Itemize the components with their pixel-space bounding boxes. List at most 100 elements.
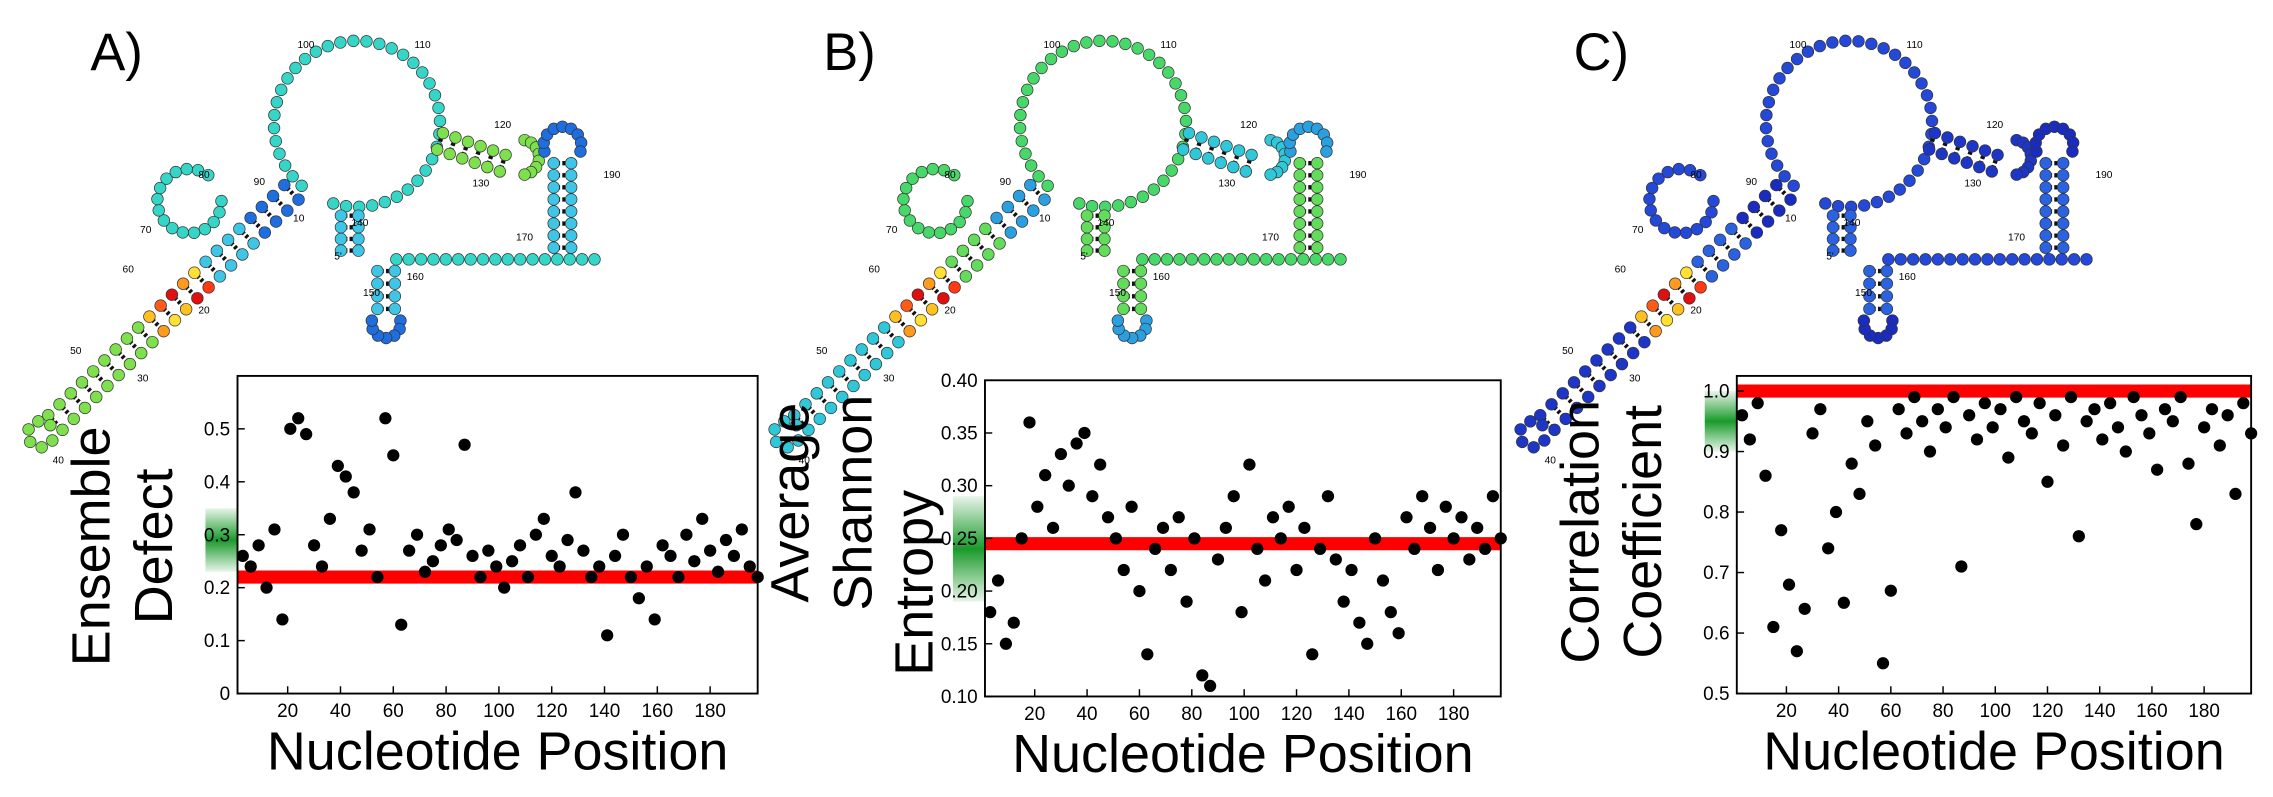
structure-label: 130 xyxy=(1218,179,1235,190)
nucleotide xyxy=(1080,232,1094,246)
nucleotide xyxy=(906,172,919,185)
nucleotide xyxy=(352,244,365,257)
data-point xyxy=(735,523,748,536)
nucleotide xyxy=(903,324,916,338)
nucleotide xyxy=(1556,387,1569,400)
data-point xyxy=(1400,511,1413,524)
nucleotide xyxy=(1787,179,1800,192)
data-point xyxy=(1790,645,1803,658)
y-tick-label: 0.3 xyxy=(204,525,230,546)
nucleotide xyxy=(378,195,392,209)
nucleotide xyxy=(390,253,403,266)
nucleotide xyxy=(123,357,137,371)
data-point xyxy=(426,555,440,568)
data-point xyxy=(1298,521,1311,534)
nucleotide xyxy=(1536,419,1549,432)
nucleotide xyxy=(87,365,100,378)
y-tick-label: 0.1 xyxy=(204,631,230,652)
nucleotide xyxy=(2039,241,2052,254)
data-point xyxy=(513,539,527,552)
nucleotide xyxy=(2080,253,2093,266)
nucleotide xyxy=(844,354,857,367)
nucleotide xyxy=(1124,195,1138,209)
nucleotide xyxy=(1162,66,1175,79)
nucleotide xyxy=(1920,89,1934,102)
nucleotide xyxy=(1174,89,1188,102)
data-point xyxy=(379,412,392,425)
nucleotide xyxy=(911,288,925,301)
data-point xyxy=(1478,542,1492,556)
nucleotide xyxy=(1136,190,1150,203)
nucleotide xyxy=(1773,204,1786,217)
data-point xyxy=(1376,574,1390,587)
nucleotide xyxy=(366,199,379,212)
data-point xyxy=(1133,584,1146,598)
nucleotide xyxy=(1956,253,1969,266)
nucleotide xyxy=(1844,232,1857,246)
data-point xyxy=(1384,606,1397,619)
nucleotide xyxy=(165,288,179,301)
data-point xyxy=(1947,390,1960,404)
nucleotide xyxy=(833,365,846,378)
data-point xyxy=(387,449,400,462)
data-point xyxy=(2198,421,2211,434)
structure-label: 120 xyxy=(494,120,511,131)
nucleotide xyxy=(1623,321,1637,334)
data-point xyxy=(498,581,511,594)
nucleotide xyxy=(1908,66,1921,79)
data-point xyxy=(2025,427,2038,440)
nucleotide xyxy=(1865,37,1878,51)
nucleotide xyxy=(547,193,560,206)
data-point xyxy=(984,606,997,619)
data-point xyxy=(2002,451,2015,464)
nucleotide xyxy=(401,183,414,196)
nucleotide xyxy=(1044,52,1058,66)
nucleotide xyxy=(32,415,45,428)
nucleotide xyxy=(1038,193,1051,206)
nucleotide xyxy=(98,354,111,367)
data-point xyxy=(434,539,447,552)
data-point xyxy=(1345,563,1358,577)
data-point xyxy=(307,539,321,552)
nucleotide xyxy=(1067,39,1080,53)
nucleotide xyxy=(1773,72,1786,85)
nucleotide xyxy=(1948,152,1961,165)
nucleotide xyxy=(926,162,939,176)
nucleotide xyxy=(169,165,182,179)
nucleotide xyxy=(799,398,812,411)
nucleotide xyxy=(191,164,205,177)
nucleotide xyxy=(1781,61,1794,75)
nucleotide xyxy=(953,215,966,229)
data-point xyxy=(545,549,558,563)
data-point xyxy=(1939,421,1952,434)
structure-label: 100 xyxy=(297,40,314,51)
data-point xyxy=(537,512,550,525)
nucleotide xyxy=(900,299,913,312)
nucleotide xyxy=(1098,232,1111,246)
structure-label: 10 xyxy=(1039,213,1051,224)
structure-label: 50 xyxy=(816,346,828,357)
data-point xyxy=(2104,397,2117,410)
data-point xyxy=(2221,409,2234,422)
y-axis-label: Correlation xyxy=(1550,400,1610,664)
x-tick-label: 160 xyxy=(2136,701,2168,722)
data-point xyxy=(1188,532,1201,545)
data-point xyxy=(1172,511,1185,524)
nucleotide xyxy=(1015,134,1028,148)
nucleotide xyxy=(778,415,791,428)
data-point xyxy=(1180,595,1193,608)
data-point xyxy=(2064,390,2078,404)
nucleotide xyxy=(1293,205,1306,218)
data-point xyxy=(403,544,416,557)
nucleotide xyxy=(588,253,601,266)
data-point xyxy=(284,422,297,435)
data-point xyxy=(1219,521,1232,534)
structure-label: 5' xyxy=(1826,251,1834,262)
y-tick-label: 0.5 xyxy=(204,419,230,440)
nucleotide xyxy=(1941,131,1954,144)
nucleotide xyxy=(1906,253,1920,266)
nucleotide xyxy=(1222,253,1236,266)
nucleotide xyxy=(1570,401,1584,415)
y-axis-label: Defect xyxy=(124,468,184,624)
nucleotide xyxy=(1880,264,1894,278)
